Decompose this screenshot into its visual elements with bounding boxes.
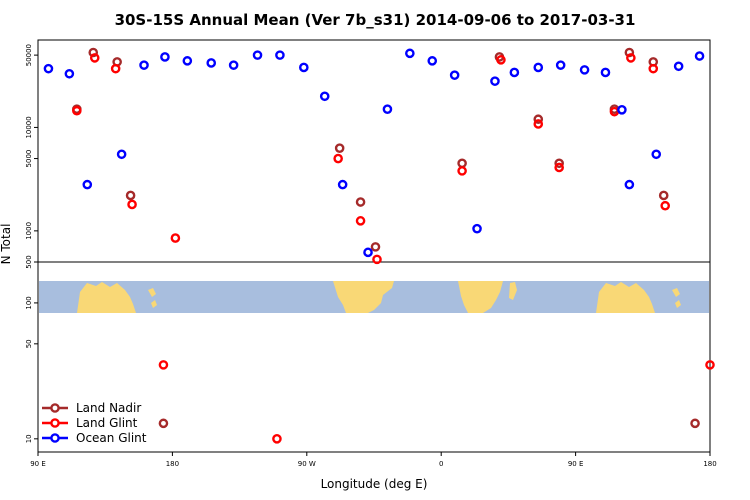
ocean-glint-point bbox=[624, 179, 635, 190]
y-axis-lower: 10 50 100 bbox=[25, 296, 38, 443]
ocean-glint-point bbox=[206, 58, 217, 68]
ocean-glint-point bbox=[43, 63, 54, 74]
ocean-glint-point bbox=[472, 223, 482, 234]
x-tick-label: 180 bbox=[703, 460, 716, 468]
y-axis-label: N Total bbox=[0, 224, 13, 265]
ocean-glint-point bbox=[617, 105, 627, 115]
land-glint-point bbox=[372, 254, 382, 265]
y-tick-label: 5000 bbox=[25, 150, 33, 168]
map-land-new-zealand bbox=[148, 288, 157, 308]
land-glint-point bbox=[355, 216, 366, 226]
land-glint-point bbox=[170, 233, 181, 243]
ocean-glint-legend-marker bbox=[50, 433, 60, 443]
land-glint-point bbox=[533, 119, 544, 129]
land-glint-point bbox=[626, 53, 636, 63]
map-inset bbox=[39, 281, 709, 313]
map-land-australia bbox=[77, 282, 136, 313]
map-land-africa bbox=[458, 281, 503, 313]
ocean-glint-point bbox=[490, 76, 500, 86]
ocean-glint-point bbox=[337, 179, 348, 190]
land-glint-point bbox=[72, 105, 82, 116]
y-tick-label: 50 bbox=[25, 339, 33, 348]
land-nadir-point bbox=[690, 418, 700, 429]
land-glint-point bbox=[110, 63, 121, 74]
land-nadir-point bbox=[88, 47, 99, 58]
map-land-south-america bbox=[333, 281, 394, 313]
land-nadir-point bbox=[125, 190, 136, 201]
ocean-glint-point bbox=[382, 104, 393, 115]
land-nadir-point bbox=[554, 158, 564, 169]
land-glint-point bbox=[333, 153, 343, 164]
ocean-glint-point bbox=[427, 56, 438, 66]
x-tick-label: 90 E bbox=[568, 460, 584, 468]
map-land-australia-east bbox=[596, 282, 655, 313]
land-nadir-point bbox=[533, 114, 544, 125]
ocean-glint-point bbox=[405, 48, 415, 59]
x-tick-label: 0 bbox=[439, 460, 443, 468]
ocean-glint-point bbox=[116, 149, 127, 160]
map-land-new-zealand-east bbox=[672, 288, 681, 308]
y-tick-label: 10 bbox=[25, 434, 33, 443]
land-glint-legend-label: Land Glint bbox=[76, 416, 138, 430]
chart-title: 30S-15S Annual Mean (Ver 7b_s31) 2014-09… bbox=[115, 11, 636, 29]
land-glint-point bbox=[648, 63, 659, 74]
ocean-glint-point bbox=[600, 67, 611, 78]
ocean-glint-point bbox=[228, 60, 239, 70]
ocean-glint-point bbox=[555, 60, 566, 70]
x-tick-label: 90 W bbox=[298, 460, 316, 468]
land-nadir-point bbox=[334, 143, 345, 153]
land-glint-point bbox=[89, 53, 100, 63]
land-nadir-point bbox=[624, 47, 635, 58]
ocean-glint-point bbox=[651, 149, 662, 160]
ocean-glint-point bbox=[694, 51, 705, 61]
ocean-glint-point bbox=[64, 68, 75, 79]
ocean-glint-point bbox=[533, 62, 544, 73]
land-glint-point bbox=[158, 360, 169, 370]
ocean-glint-legend-label: Ocean Glint bbox=[76, 431, 147, 445]
ocean-glint-point bbox=[449, 70, 460, 80]
x-axis-label: Longitude (deg E) bbox=[321, 477, 428, 491]
ocean-glint-point bbox=[319, 91, 330, 102]
map-land-madagascar bbox=[509, 282, 517, 300]
land-glint-legend-marker bbox=[50, 418, 60, 428]
ocean-glint-point bbox=[363, 247, 373, 258]
x-tick-label: 90 E bbox=[30, 460, 46, 468]
land-nadir-legend-label: Land Nadir bbox=[76, 401, 141, 415]
land-nadir-point bbox=[370, 242, 381, 252]
data-points bbox=[43, 47, 715, 444]
land-glint-point bbox=[496, 55, 506, 65]
ocean-glint-point bbox=[182, 56, 193, 66]
land-glint-point bbox=[457, 166, 467, 176]
ocean-glint-point bbox=[160, 52, 170, 62]
land-nadir-point bbox=[457, 158, 467, 169]
ocean-glint-point bbox=[673, 61, 684, 72]
land-glint-point bbox=[272, 434, 282, 444]
land-nadir-legend-marker bbox=[50, 403, 60, 413]
land-glint-point bbox=[554, 162, 564, 173]
y-tick-label: 1000 bbox=[25, 222, 33, 240]
ocean-glint-point bbox=[252, 50, 263, 60]
y-tick-label: 500 bbox=[25, 255, 33, 268]
ocean-glint-point bbox=[509, 67, 520, 78]
land-nadir-point bbox=[158, 418, 169, 429]
y-tick-label: 50000 bbox=[25, 44, 33, 66]
ocean-glint-point bbox=[579, 65, 590, 75]
ocean-glint-point bbox=[139, 60, 149, 70]
y-tick-label: 100 bbox=[25, 296, 33, 309]
y-tick-label: 10000 bbox=[25, 116, 33, 138]
land-nadir-point bbox=[658, 190, 669, 201]
ocean-glint-point bbox=[82, 179, 93, 190]
land-glint-point bbox=[127, 199, 137, 210]
y-axis-upper: 500 1000 5000 10000 50000 bbox=[25, 44, 38, 269]
ocean-glint-point bbox=[299, 62, 309, 73]
land-glint-point bbox=[660, 200, 671, 211]
x-axis: 90 E 180 90 W 0 90 E 180 bbox=[30, 452, 717, 468]
land-nadir-point bbox=[355, 197, 366, 207]
x-tick-label: 180 bbox=[166, 460, 179, 468]
ocean-glint-point bbox=[275, 50, 285, 60]
land-glint-point bbox=[705, 360, 715, 370]
